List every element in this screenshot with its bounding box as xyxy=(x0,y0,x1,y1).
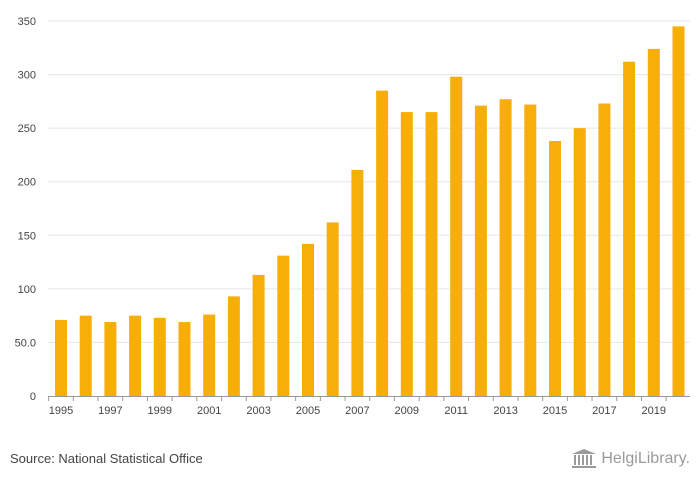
y-tick-label: 250 xyxy=(18,123,36,135)
bar-2017[interactable] xyxy=(598,103,611,397)
x-tick-label: 2017 xyxy=(592,405,616,417)
x-tick-label: 2013 xyxy=(493,405,517,417)
bar-2003[interactable] xyxy=(252,274,265,396)
brand-logo[interactable]: HelgiLibrary. xyxy=(571,449,690,469)
bar-2004[interactable] xyxy=(277,255,290,396)
y-tick-label: 300 xyxy=(18,70,36,82)
bar-2001[interactable] xyxy=(203,314,216,396)
y-tick-label: 150 xyxy=(18,230,36,242)
source-note: Source: National Statistical Office xyxy=(10,451,203,466)
bar-2013[interactable] xyxy=(499,99,512,396)
bar-2020[interactable] xyxy=(672,26,685,396)
bar-2011[interactable] xyxy=(450,76,463,396)
bar-2009[interactable] xyxy=(400,112,413,397)
gridlines xyxy=(48,20,690,397)
bar-1995[interactable] xyxy=(55,319,67,396)
y-tick-label: 100 xyxy=(18,284,36,296)
bar-2000[interactable] xyxy=(178,322,191,396)
x-tick-label: 2011 xyxy=(444,405,468,417)
x-tick-label: 2019 xyxy=(642,405,666,417)
y-tick-label: 200 xyxy=(18,177,36,189)
y-tick-label: 0 xyxy=(30,391,36,403)
x-tick-label: 2003 xyxy=(246,405,270,417)
bar-1999[interactable] xyxy=(153,317,166,396)
bar-chart: 0 50.0 100 150 200 250 300 350 1995 1997 1999 2001… xyxy=(15,16,690,417)
x-tick-label: 2001 xyxy=(197,405,221,417)
brand-name: HelgiLibrary. xyxy=(601,450,690,467)
bar-2018[interactable] xyxy=(623,61,636,396)
x-tick-label: 1999 xyxy=(148,405,172,417)
bar-2010[interactable] xyxy=(425,112,438,397)
x-axis-ticks: 1995 1997 1999 2001 2003 2005 2007 2009 2011 2013… xyxy=(48,396,667,417)
y-tick-label: 50.0 xyxy=(15,337,36,349)
bar-2012[interactable] xyxy=(474,105,487,397)
x-tick-label: 1997 xyxy=(98,405,122,417)
library-icon xyxy=(572,449,597,468)
y-tick-label: 350 xyxy=(18,16,36,28)
bars xyxy=(55,26,685,397)
y-axis-ticks: 0 50.0 100 150 200 250 300 350 xyxy=(15,16,36,403)
bar-2005[interactable] xyxy=(302,243,314,396)
bar-2006[interactable] xyxy=(326,222,339,396)
bar-2002[interactable] xyxy=(227,296,240,396)
bar-2019[interactable] xyxy=(647,48,660,396)
bar-2016[interactable] xyxy=(573,128,586,396)
bar-2015[interactable] xyxy=(549,141,561,396)
x-tick-label: 1995 xyxy=(49,405,73,417)
bar-1997[interactable] xyxy=(104,322,117,396)
bar-2007[interactable] xyxy=(351,169,364,396)
x-tick-label: 2015 xyxy=(543,405,567,417)
x-tick-label: 2007 xyxy=(345,405,369,417)
bar-2008[interactable] xyxy=(376,90,389,397)
bar-1998[interactable] xyxy=(129,315,142,396)
x-tick-label: 2005 xyxy=(296,405,320,417)
bar-1996[interactable] xyxy=(79,315,92,396)
x-tick-label: 2009 xyxy=(395,405,419,417)
bar-2014[interactable] xyxy=(524,104,537,397)
